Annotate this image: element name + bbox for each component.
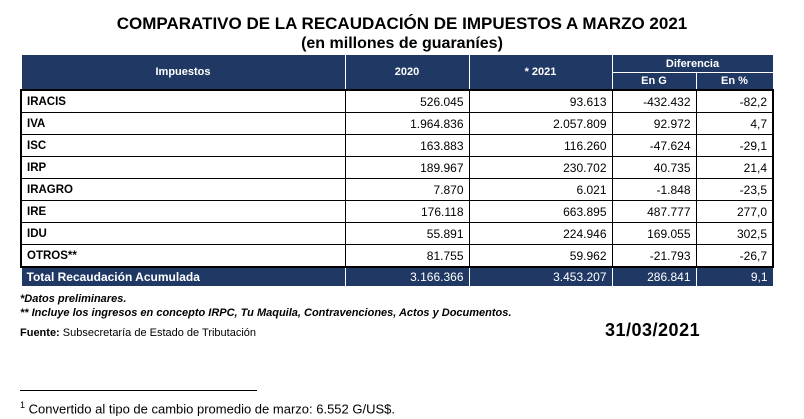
total-diff-g: 286.841 (611, 266, 697, 287)
row-diff-pct: 4,7 (695, 112, 774, 135)
row-diff-g: -1.848 (611, 178, 697, 201)
table-row: IRE 176.118 663.895 487.777 277,0 (20, 200, 774, 223)
row-diff-pct: -29,1 (695, 134, 774, 157)
table-row: IDU 55.891 224.946 169.055 302,5 (20, 222, 774, 245)
source-text: Subsecretaría de Estado de Tributación (59, 327, 257, 339)
preliminary-note: *Datos preliminares. (20, 293, 127, 305)
total-value-2021: 3.453.207 (468, 266, 613, 287)
row-diff-g: -47.624 (611, 134, 697, 157)
row-tax-name: IRAGRO (20, 178, 346, 201)
row-diff-pct: 302,5 (695, 222, 774, 245)
row-tax-name: ISC (20, 134, 346, 157)
row-tax-name: IVA (20, 112, 346, 135)
row-value-2021: 93.613 (468, 89, 613, 113)
row-value-2020: 81.755 (344, 244, 470, 268)
row-diff-g: 487.777 (611, 200, 697, 223)
header-impuestos: Impuestos (20, 54, 346, 91)
row-diff-g: -21.793 (611, 244, 697, 268)
source-label: Fuente: (20, 327, 60, 339)
row-value-2020: 1.964.836 (344, 112, 470, 135)
row-diff-pct: -26,7 (695, 244, 774, 268)
footnote-divider (20, 390, 257, 391)
row-value-2021: 663.895 (468, 200, 613, 223)
row-value-2021: 59.962 (468, 244, 613, 268)
page-subtitle: (en millones de guaraníes) (301, 35, 503, 52)
row-diff-pct: 21,4 (695, 156, 774, 179)
row-value-2021: 230.702 (468, 156, 613, 179)
row-value-2020: 176.118 (344, 200, 470, 223)
total-label: Total Recaudación Acumulada (20, 266, 346, 287)
source-line: Fuente: Subsecretaría de Estado de Tribu… (20, 327, 256, 339)
tax-collection-table: Impuestos 2020 * 2021 Diferencia En G En… (20, 54, 774, 287)
row-value-2020: 163.883 (344, 134, 470, 157)
row-diff-pct: -23,5 (695, 178, 774, 201)
row-diff-g: -432.432 (611, 89, 697, 113)
row-tax-name: IRE (20, 200, 346, 223)
row-value-2021: 6.021 (468, 178, 613, 201)
otros-note: ** Incluye los ingresos en concepto IRPC… (20, 307, 512, 319)
table-row: IRAGRO 7.870 6.021 -1.848 -23,5 (20, 178, 774, 201)
row-value-2020: 7.870 (344, 178, 470, 201)
row-tax-name: IDU (20, 222, 346, 245)
header-2020: 2020 (344, 54, 470, 91)
row-tax-name: IRP (20, 156, 346, 179)
row-diff-g: 92.972 (611, 112, 697, 135)
row-diff-g: 40.735 (611, 156, 697, 179)
row-value-2021: 116.260 (468, 134, 613, 157)
row-value-2021: 2.057.809 (468, 112, 613, 135)
table-row: IRACIS 526.045 93.613 -432.432 -82,2 (20, 89, 774, 113)
header-diferencia: Diferencia (611, 54, 774, 73)
row-diff-pct: 277,0 (695, 200, 774, 223)
total-row: Total Recaudación Acumulada 3.166.366 3.… (20, 266, 774, 287)
footnote: 1 Convertido al tipo de cambio promedio … (20, 400, 395, 416)
row-tax-name: OTROS** (20, 244, 346, 268)
header-2021: * 2021 (468, 54, 613, 91)
header-en-g: En G (611, 72, 697, 91)
row-diff-g: 169.055 (611, 222, 697, 245)
row-value-2021: 224.946 (468, 222, 613, 245)
row-tax-name: IRACIS (20, 89, 346, 113)
table-row: IVA 1.964.836 2.057.809 92.972 4,7 (20, 112, 774, 135)
total-value-2020: 3.166.366 (344, 266, 470, 287)
row-value-2020: 189.967 (344, 156, 470, 179)
table-row: IRP 189.967 230.702 40.735 21,4 (20, 156, 774, 179)
table-row: OTROS** 81.755 59.962 -21.793 -26,7 (20, 244, 774, 268)
page-title: COMPARATIVO DE LA RECAUDACIÓN DE IMPUEST… (116, 14, 688, 33)
footnote-text: Convertido al tipo de cambio promedio de… (25, 401, 395, 417)
header-en-pct: En % (695, 72, 774, 91)
row-diff-pct: -82,2 (695, 89, 774, 113)
table-row: ISC 163.883 116.260 -47.624 -29,1 (20, 134, 774, 157)
footnote-marker: 1 (20, 400, 26, 410)
row-value-2020: 526.045 (344, 89, 470, 113)
total-diff-pct: 9,1 (695, 266, 774, 287)
report-date: 31/03/2021 (605, 320, 701, 340)
row-value-2020: 55.891 (344, 222, 470, 245)
